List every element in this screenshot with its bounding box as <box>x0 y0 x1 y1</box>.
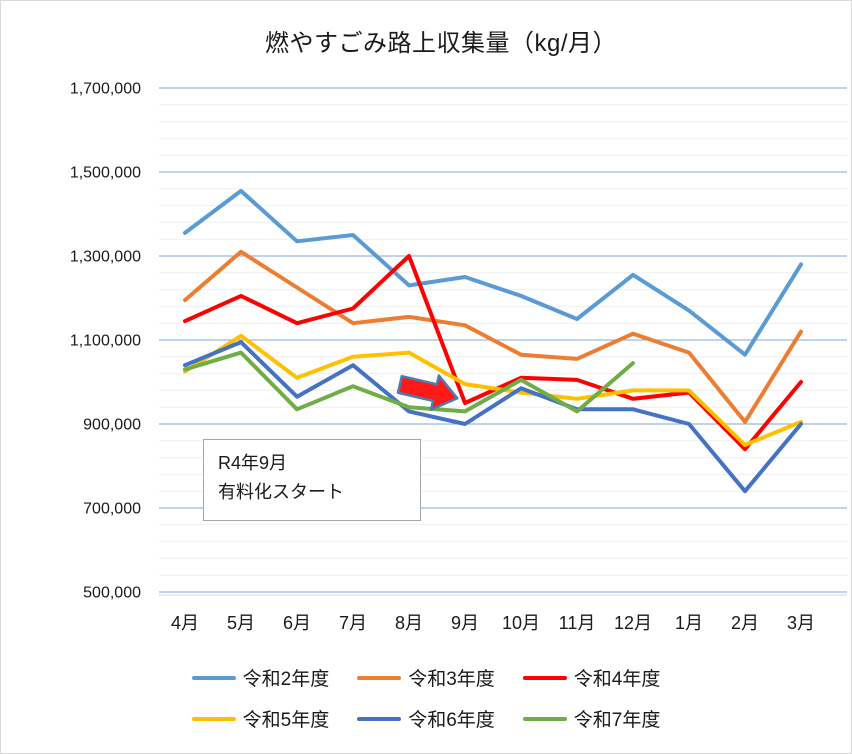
legend-line-marker <box>191 675 236 680</box>
callout-arrow-icon <box>396 374 459 411</box>
x-axis-tick-label: 9月 <box>451 613 479 633</box>
legend-label: 令和5年度 <box>242 710 330 731</box>
x-axis-tick-label: 2月 <box>731 613 759 633</box>
y-axis-tick-label: 1,500,000 <box>70 165 141 182</box>
y-axis-tick-label: 500,000 <box>83 585 141 602</box>
series-line-令和6年度 <box>183 340 803 494</box>
legend-row-1: 令和2年度 令和3年度 令和4年度 <box>1 664 851 691</box>
legend-line-marker <box>191 716 236 721</box>
legend-line-marker <box>522 675 567 680</box>
x-axis-tick-label: 1月 <box>675 613 703 633</box>
x-axis-tick-label: 5月 <box>227 613 255 633</box>
x-axis-tick-labels: 4月 5月 6月 7月 8月 9月 10月 11月 12月 1月 2月 3月 <box>171 613 815 633</box>
x-axis-tick-label: 6月 <box>283 613 311 633</box>
x-axis-tick-label: 7月 <box>339 613 367 633</box>
y-axis-tick-label: 1,700,000 <box>70 81 141 98</box>
legend-item-令和2年度: 令和2年度 <box>191 664 330 691</box>
x-axis-tick-label: 10月 <box>502 613 540 633</box>
series-line-令和2年度 <box>183 188 803 357</box>
legend-label: 令和2年度 <box>242 669 330 690</box>
x-axis-tick-label: 12月 <box>614 613 652 633</box>
x-axis-tick-label: 8月 <box>395 613 423 633</box>
chart-title: 燃やすごみ路上収集量（kg/月） <box>264 30 617 57</box>
legend-label: 令和3年度 <box>408 669 495 690</box>
legend-item-令和4年度: 令和4年度 <box>522 664 661 691</box>
annotation-line-1: R4年9月 <box>218 453 288 473</box>
annotation-line-2: 有料化スタート <box>218 481 344 502</box>
legend-item-令和6年度: 令和6年度 <box>357 705 495 732</box>
major-gridlines <box>159 87 847 593</box>
y-axis-tick-labels: 1,700,000 1,500,000 1,300,000 1,100,000 900,… <box>70 81 141 602</box>
x-axis-tick-label: 4月 <box>171 613 199 633</box>
y-axis-tick-label: 1,300,000 <box>70 249 141 266</box>
legend-line-marker <box>357 716 402 721</box>
legend-item-令和7年度: 令和7年度 <box>522 705 661 732</box>
legend-label: 令和6年度 <box>408 710 495 731</box>
x-axis-tick-label: 3月 <box>787 613 815 633</box>
legend-label: 令和4年度 <box>573 669 661 690</box>
y-axis-tick-label: 1,100,000 <box>70 333 141 350</box>
legend-line-marker <box>357 675 402 680</box>
legend-item-令和5年度: 令和5年度 <box>191 705 330 732</box>
y-axis-tick-label: 700,000 <box>83 501 141 518</box>
line-chart-plot: 1,700,000 1,500,000 1,300,000 1,100,000 900,… <box>70 81 847 633</box>
series-line-令和3年度 <box>183 249 803 424</box>
y-axis-tick-label: 900,000 <box>83 417 141 434</box>
annotation-callout: R4年9月 有料化スタート <box>203 439 421 521</box>
legend-line-marker <box>522 716 567 721</box>
legend-label: 令和7年度 <box>573 710 661 731</box>
legend-row-2: 令和5年度 令和6年度 令和7年度 <box>1 705 851 732</box>
x-axis-tick-label: 11月 <box>559 613 596 633</box>
series-line-令和5年度 <box>183 333 803 447</box>
series-line-令和7年度 <box>183 350 635 414</box>
legend-item-令和3年度: 令和3年度 <box>357 664 495 691</box>
